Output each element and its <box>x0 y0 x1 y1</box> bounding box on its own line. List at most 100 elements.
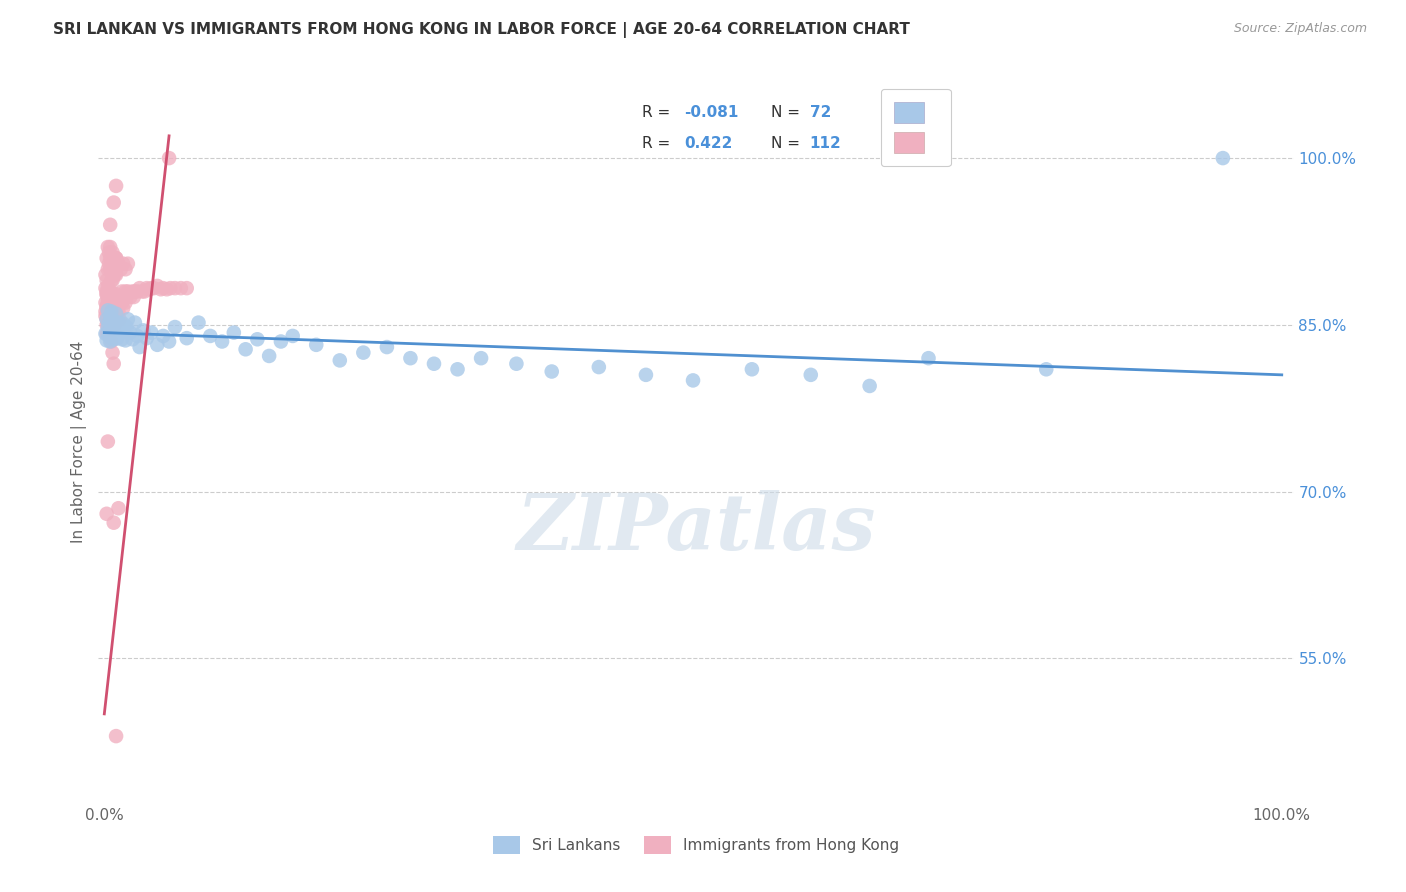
Point <box>149 282 172 296</box>
Point <box>96 285 118 299</box>
Point <box>96 301 118 315</box>
Point <box>329 353 352 368</box>
Point <box>157 151 180 165</box>
Point <box>112 325 135 339</box>
Point <box>588 360 610 375</box>
Point <box>103 251 125 265</box>
Point <box>100 331 122 345</box>
Point <box>98 295 121 310</box>
Point <box>104 262 127 277</box>
Point <box>281 329 304 343</box>
Point <box>101 309 124 323</box>
Point <box>121 332 143 346</box>
Point <box>97 293 120 308</box>
Point <box>110 290 132 304</box>
Point <box>96 507 118 521</box>
Point <box>100 295 122 310</box>
Point <box>96 273 118 287</box>
Point <box>97 303 120 318</box>
Point <box>132 323 155 337</box>
Point <box>682 373 704 387</box>
Point <box>111 285 134 299</box>
Point <box>110 318 132 333</box>
Point <box>98 295 121 310</box>
Point <box>98 286 121 301</box>
Point <box>94 309 117 323</box>
Point <box>305 338 328 352</box>
Point <box>100 318 122 332</box>
Point <box>138 282 160 296</box>
Point <box>352 345 374 359</box>
Point <box>103 309 125 323</box>
Point <box>98 301 121 315</box>
Point <box>97 304 120 318</box>
Point <box>176 331 198 345</box>
Point <box>105 312 128 326</box>
Point <box>97 298 120 312</box>
Point <box>112 290 135 304</box>
Point <box>176 281 198 295</box>
Point <box>141 281 163 295</box>
Text: -0.081: -0.081 <box>685 105 738 120</box>
Point <box>98 245 121 260</box>
Point <box>124 285 146 299</box>
Text: Source: ZipAtlas.com: Source: ZipAtlas.com <box>1233 22 1367 36</box>
Point <box>97 326 120 340</box>
Text: R =: R = <box>643 136 675 152</box>
Point <box>540 364 562 378</box>
Point <box>101 303 124 318</box>
Point <box>100 295 122 310</box>
Point <box>101 318 124 332</box>
Point <box>105 307 128 321</box>
Point <box>105 268 128 282</box>
Point <box>98 285 121 299</box>
Point <box>96 318 118 332</box>
Point <box>97 318 120 332</box>
Point <box>128 281 150 295</box>
Point <box>98 293 121 308</box>
Point <box>105 257 128 271</box>
Point <box>103 257 125 271</box>
Point <box>98 329 121 343</box>
Point <box>105 178 128 193</box>
Point <box>101 286 124 301</box>
Point <box>446 362 468 376</box>
Point <box>134 285 156 299</box>
Point <box>108 326 131 340</box>
Point <box>96 299 118 313</box>
Point <box>120 290 142 304</box>
Point <box>111 332 134 346</box>
Point <box>100 304 122 318</box>
Point <box>105 729 128 743</box>
Point <box>103 257 125 271</box>
Point <box>152 329 174 343</box>
Point <box>103 195 125 210</box>
Point <box>98 218 121 232</box>
Point <box>101 298 124 312</box>
Text: SRI LANKAN VS IMMIGRANTS FROM HONG KONG IN LABOR FORCE | AGE 20-64 CORRELATION C: SRI LANKAN VS IMMIGRANTS FROM HONG KONG … <box>53 22 910 38</box>
Point <box>107 316 129 330</box>
Point <box>101 326 124 340</box>
Point <box>98 298 121 312</box>
Point <box>104 304 127 318</box>
Point <box>104 318 127 332</box>
Point <box>110 262 132 277</box>
Point <box>98 285 121 299</box>
Point <box>505 357 527 371</box>
Point <box>156 282 179 296</box>
Point <box>98 309 121 323</box>
Point <box>104 304 127 318</box>
Point <box>104 251 127 265</box>
Point <box>107 501 129 516</box>
Point <box>96 288 118 302</box>
Point <box>96 312 118 326</box>
Point <box>96 251 118 265</box>
Point <box>101 257 124 271</box>
Point <box>105 251 128 265</box>
Point <box>103 318 125 332</box>
Point <box>97 320 120 334</box>
Point <box>104 327 127 342</box>
Point <box>105 312 128 326</box>
Point <box>100 318 122 333</box>
Point <box>105 290 128 304</box>
